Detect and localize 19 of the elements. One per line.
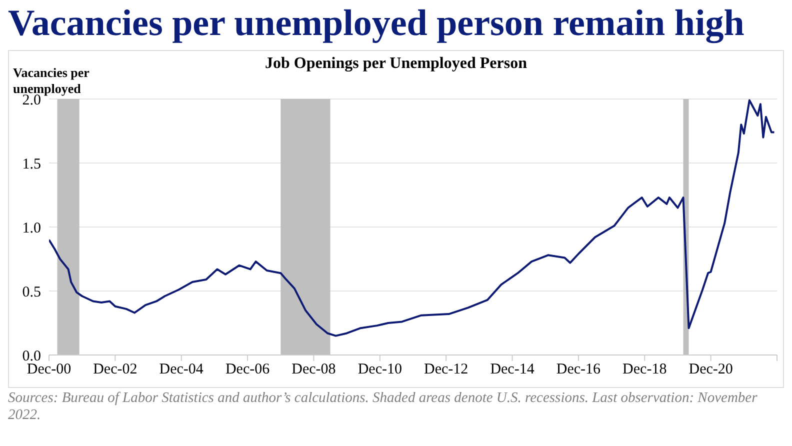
- x-tick-label: Dec-14: [490, 362, 535, 378]
- x-tick-label: Dec-04: [159, 362, 204, 378]
- x-tick-label: Dec-00: [26, 362, 72, 378]
- chart-title: Vacancies per unemployed person remain high: [8, 2, 746, 46]
- y-tick-label: 0.5: [22, 284, 41, 300]
- x-tick-label: Dec-16: [556, 362, 602, 378]
- x-tick-label: Dec-20: [688, 362, 733, 378]
- x-tick-label: Dec-06: [225, 362, 270, 378]
- x-tick-label: Dec-08: [292, 362, 336, 378]
- y-tick-label: 1.5: [22, 156, 41, 172]
- x-tick-label: Dec-18: [622, 362, 667, 378]
- x-tick-label: Dec-10: [358, 362, 402, 378]
- x-tick-label: Dec-02: [93, 362, 138, 378]
- y-tick-label: 1.0: [22, 220, 41, 236]
- x-tick-label: Dec-12: [424, 362, 468, 378]
- line-series: [49, 99, 776, 337]
- chart-subtitle: Job Openings per Unemployed Person: [265, 55, 527, 72]
- y-tick-label: 0.0: [22, 348, 41, 364]
- source-note: Sources: Bureau of Labor Statistics and author’s calculations. Shaded areas denote U.S. recessions. Last observation: November 2022.: [8, 390, 758, 424]
